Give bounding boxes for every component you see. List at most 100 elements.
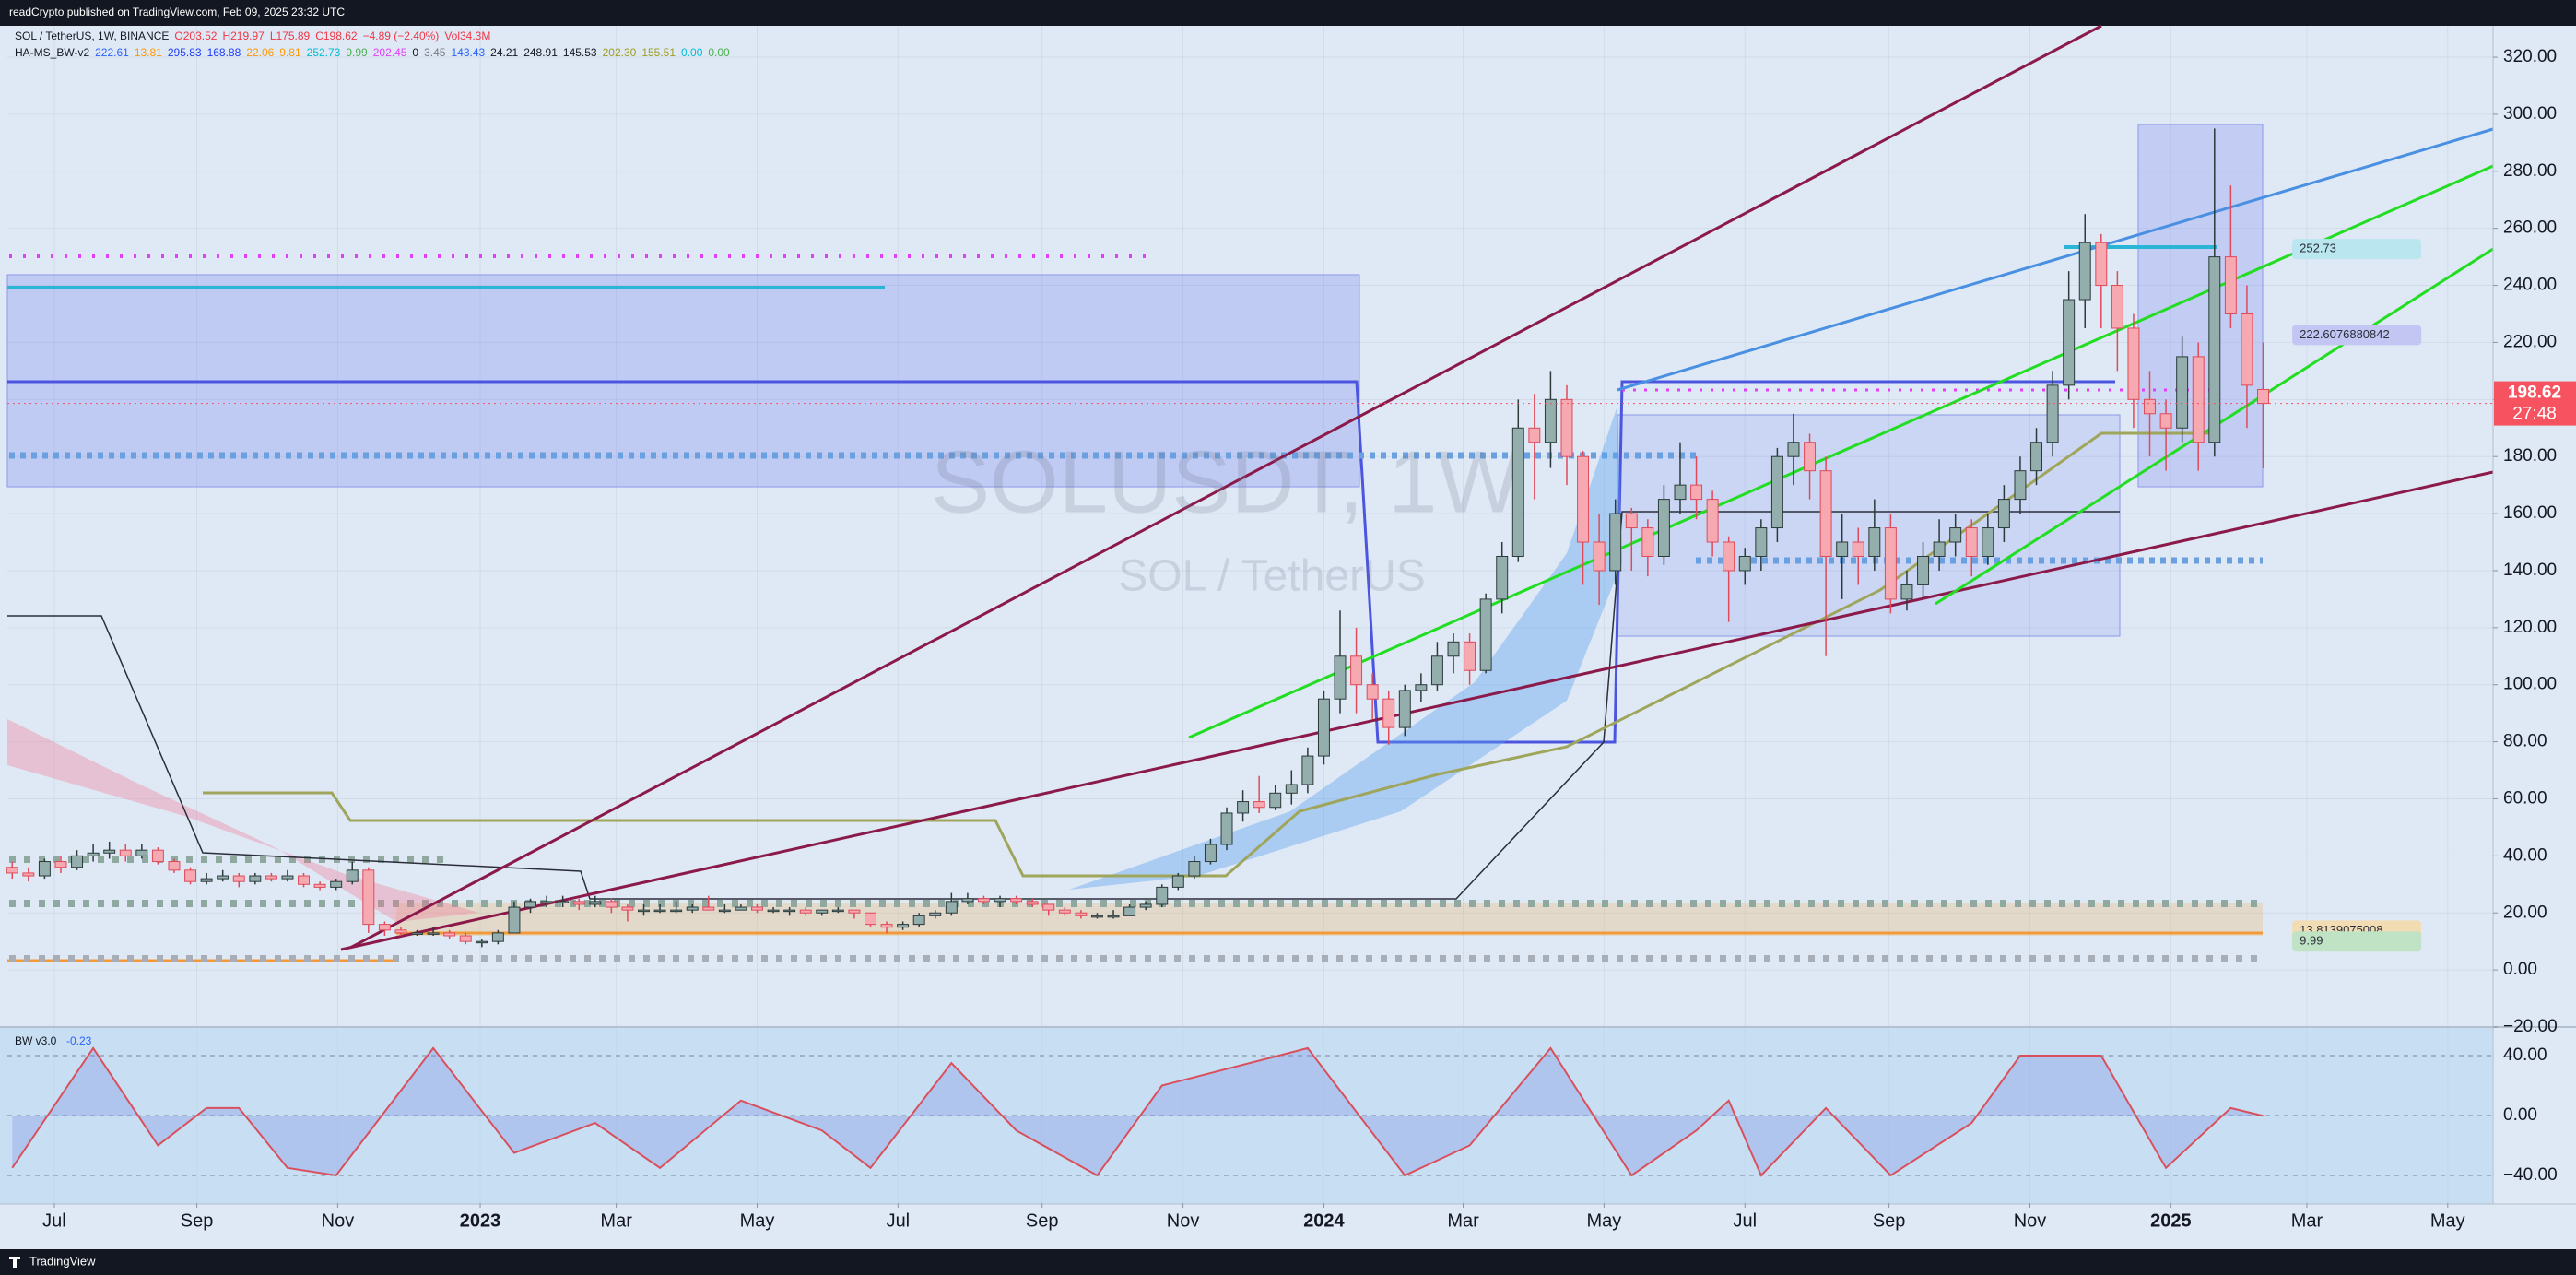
candle [1982, 514, 1994, 565]
candle [87, 844, 100, 862]
candle [1593, 514, 1606, 606]
indicator-value: 155.51 [641, 46, 676, 59]
candle [2078, 214, 2091, 328]
candle-body [961, 898, 974, 903]
candle [168, 858, 181, 873]
candle-body [994, 898, 1006, 903]
candle [54, 856, 67, 873]
indicator-value: 252.73 [306, 46, 341, 59]
candle [1382, 690, 1395, 745]
osc-line [11, 1046, 2264, 1177]
candle [265, 872, 277, 882]
candle [1156, 884, 1169, 908]
candle-body [427, 932, 440, 935]
candle [1544, 371, 1557, 468]
y-tick-label: 20.00 [2503, 903, 2547, 922]
x-tick-label: Sep [181, 1210, 214, 1231]
candle-body [540, 901, 553, 903]
published-line: readCrypto published on TradingView.com,… [9, 6, 345, 18]
candle [1479, 593, 1492, 674]
indicator-value: 295.83 [167, 46, 202, 59]
candle [912, 913, 925, 927]
candle-body [929, 912, 942, 916]
y-tick-label: 160.00 [2503, 503, 2557, 523]
candle-body [184, 869, 197, 882]
candle [1738, 548, 1751, 585]
candle [491, 929, 504, 945]
y-tick-label: 180.00 [2503, 446, 2557, 466]
candle [1253, 775, 1265, 813]
legend-value: C198.62 [315, 30, 358, 42]
candle [1884, 514, 1897, 614]
candle [589, 895, 602, 908]
osc-tick-label: 40.00 [2503, 1045, 2547, 1065]
x-tick-label: Nov [322, 1210, 355, 1231]
candle-body [1366, 684, 1379, 700]
indicator-value: 0.00 [708, 46, 730, 59]
candle-body [816, 909, 829, 914]
candle [1123, 903, 1136, 916]
candle-body [2241, 313, 2253, 386]
candle [1042, 903, 1055, 916]
candle [994, 895, 1006, 908]
candle-body [912, 915, 925, 926]
candle [1398, 684, 1411, 737]
candle [427, 927, 440, 936]
candle [151, 847, 164, 865]
candle [2159, 399, 2172, 471]
candle-body [135, 849, 148, 856]
candle-body [2127, 327, 2140, 400]
candle-body [1965, 527, 1978, 557]
x-tick-label: 2025 [2150, 1210, 2192, 1231]
y-tick-label: 120.00 [2503, 618, 2557, 637]
trend-line [1188, 164, 2494, 739]
candle-body [313, 883, 326, 888]
y-tick-label: 40.00 [2503, 845, 2547, 865]
candle [977, 895, 990, 904]
candle-body [686, 906, 699, 911]
candle [702, 895, 715, 911]
candle-body [1609, 513, 1622, 572]
watermark: SOLUSDT, 1W [931, 432, 1522, 531]
candle-body [1075, 912, 1088, 916]
candle-body [1900, 584, 1913, 600]
candle-body [1511, 427, 1524, 557]
candle-body [1593, 541, 1606, 572]
candle-body [605, 901, 618, 908]
candle [1464, 633, 1476, 685]
candle-body [1301, 755, 1314, 785]
x-tick-label: Sep [1873, 1210, 1906, 1231]
candle [767, 907, 780, 914]
candle [459, 932, 472, 945]
candle [1075, 910, 1088, 919]
candle [281, 869, 294, 882]
candle [1301, 747, 1314, 794]
candle-body [1560, 398, 1573, 457]
indicator-value: 0.00 [681, 46, 703, 59]
candle [1560, 384, 1573, 486]
candle-body [330, 880, 343, 888]
range-box [1617, 414, 2121, 637]
candle [735, 903, 747, 911]
candle-body [38, 861, 51, 877]
candle-body [411, 932, 423, 935]
candle-body [1884, 527, 1897, 600]
candle [1317, 690, 1330, 765]
candle [1770, 447, 1783, 543]
candle [2127, 313, 2140, 429]
candle [1609, 499, 1622, 585]
candle [1204, 838, 1217, 865]
candle [1430, 642, 1443, 691]
candle [1917, 542, 1930, 599]
x-tick-label: Mar [600, 1210, 632, 1231]
candle-body [2144, 398, 2156, 415]
candle [2095, 233, 2108, 328]
candle-body [1738, 555, 1751, 572]
candle [831, 907, 844, 914]
candle-body [1171, 875, 1184, 888]
candle-body [1852, 541, 1864, 557]
candle [799, 907, 812, 916]
candle [2063, 271, 2076, 400]
candle [232, 872, 245, 888]
